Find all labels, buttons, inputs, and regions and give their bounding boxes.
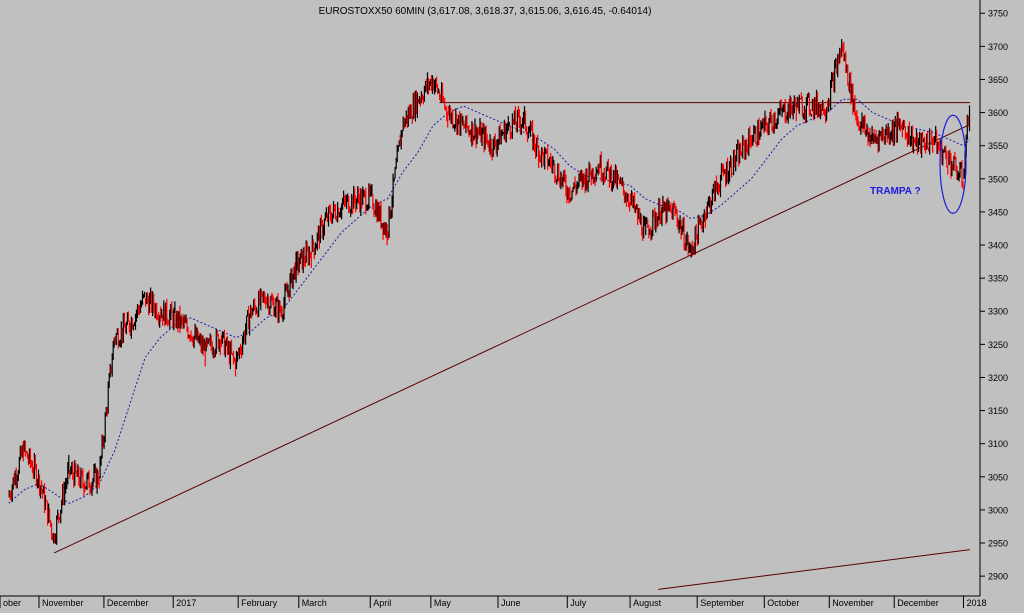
- x-tick-label: November: [42, 598, 84, 608]
- y-tick-label: 3000: [988, 505, 1008, 515]
- y-tick-label: 3550: [988, 141, 1008, 151]
- trap-highlight-ellipse: [939, 114, 967, 214]
- x-tick-label: November: [832, 598, 874, 608]
- y-tick-label: 3750: [988, 9, 1008, 19]
- x-tick-label: ober: [3, 598, 21, 608]
- support-trendline: [53, 124, 971, 554]
- y-tick-label: 3700: [988, 42, 1008, 52]
- x-tick-label: May: [434, 598, 452, 608]
- y-tick-label: 3500: [988, 174, 1008, 184]
- y-axis-ticks: 2900 2950 3000 3050 3100 3150 3200 3250 3300 3350…: [980, 9, 1008, 582]
- annotation-layer: TRAMPA ?: [870, 114, 967, 214]
- y-tick-label: 2950: [988, 539, 1008, 549]
- trend-lines: [53, 102, 971, 590]
- chart-title: EUROSTOXX50 60MIN (3,617.08, 3,618.37, 3…: [319, 6, 652, 17]
- y-tick-label: 3450: [988, 207, 1008, 217]
- y-tick-label: 3350: [988, 274, 1008, 284]
- x-tick-label: 2017: [176, 598, 196, 608]
- y-tick-label: 3150: [988, 406, 1008, 416]
- x-tick-label: April: [373, 598, 391, 608]
- secondary-trendline: [658, 549, 971, 590]
- x-tick-label: August: [633, 598, 662, 608]
- y-tick-label: 3100: [988, 439, 1008, 449]
- y-tick-label: 3650: [988, 75, 1008, 85]
- x-tick-label: December: [897, 598, 939, 608]
- x-axis-ticks: ober November December 2017 February March Apr…: [0, 596, 987, 608]
- y-tick-label: 3300: [988, 307, 1008, 317]
- x-tick-label: December: [107, 598, 149, 608]
- price-bars-layer: [8, 39, 971, 545]
- y-tick-label: 3250: [988, 340, 1008, 350]
- x-tick-label: September: [700, 598, 744, 608]
- y-tick-label: 3050: [988, 472, 1008, 482]
- y-tick-label: 3600: [988, 108, 1008, 118]
- annotation-label: TRAMPA ?: [870, 186, 921, 197]
- x-tick-label: July: [570, 598, 587, 608]
- x-tick-label: 2018: [967, 598, 987, 608]
- x-tick-label: October: [767, 598, 799, 608]
- x-tick-label: March: [302, 598, 327, 608]
- y-tick-label: 3200: [988, 373, 1008, 383]
- x-tick-label: June: [501, 598, 521, 608]
- y-tick-label: 2900: [988, 572, 1008, 582]
- x-tick-label: February: [241, 598, 278, 608]
- y-tick-label: 3400: [988, 241, 1008, 251]
